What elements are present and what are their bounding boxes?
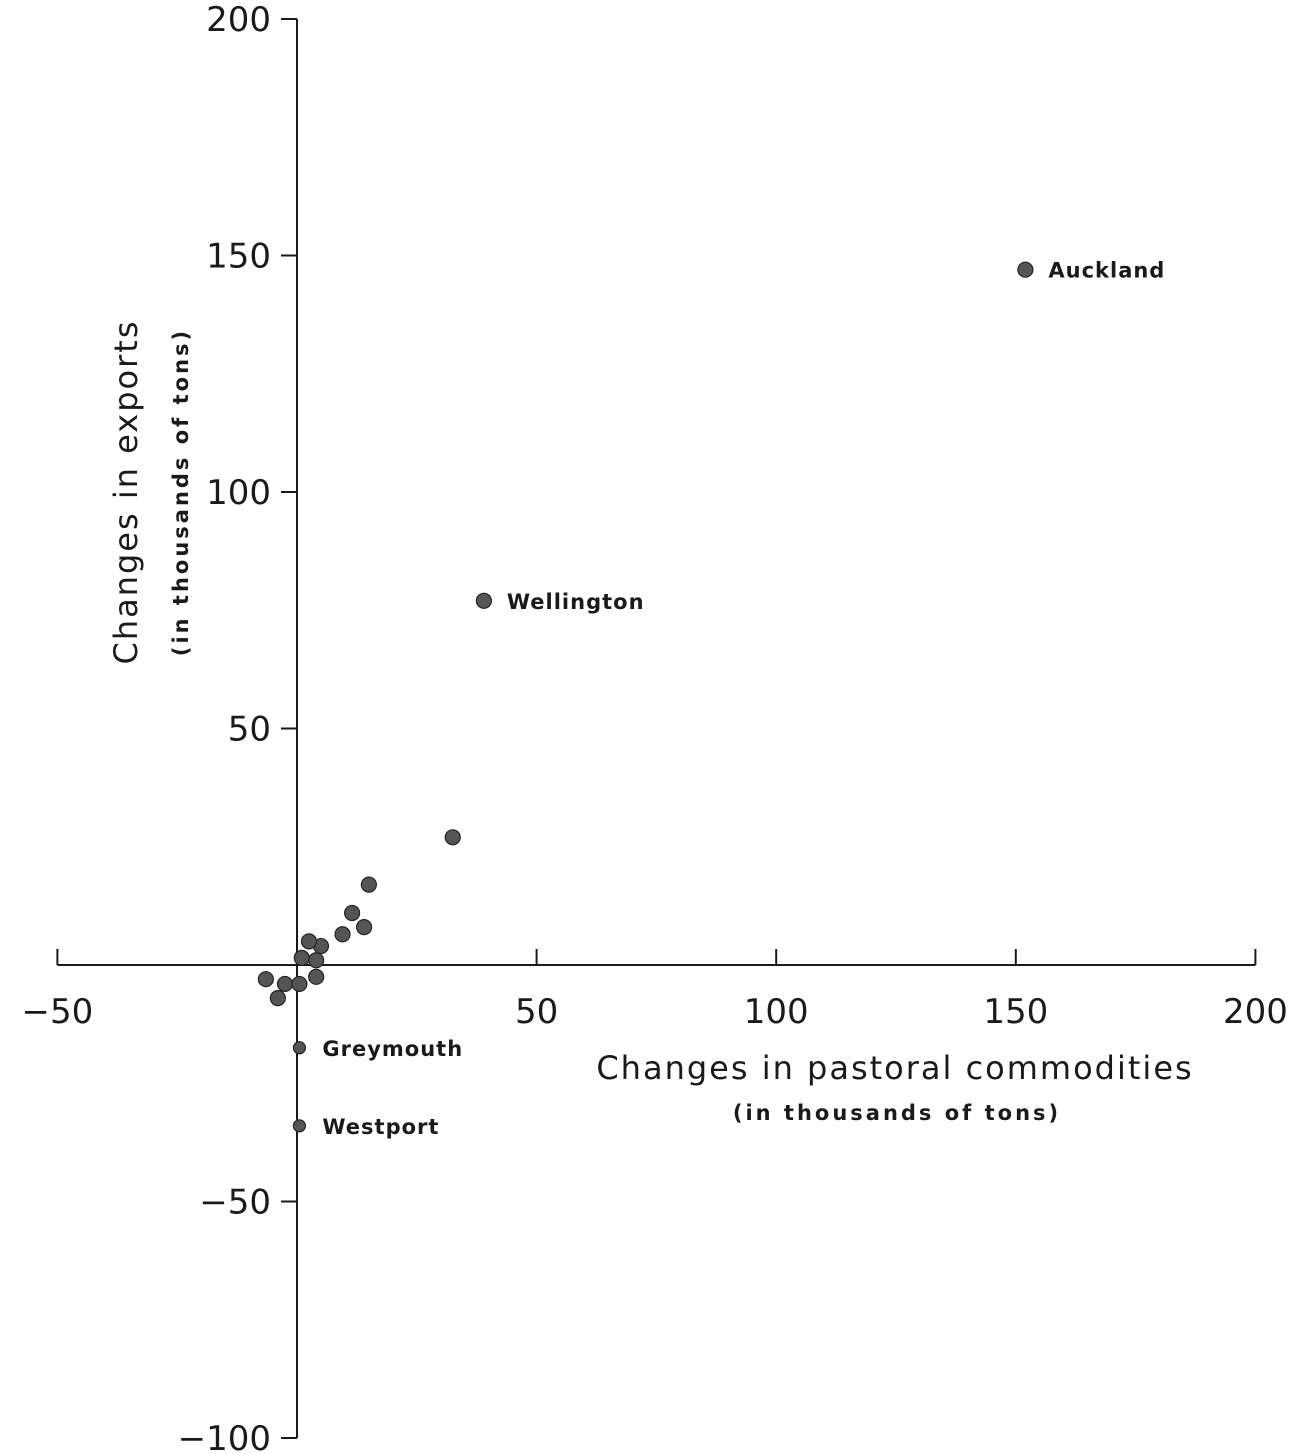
data-point: [269, 990, 286, 1007]
y-tick-label: 50: [228, 710, 271, 750]
data-point: [292, 1041, 306, 1055]
tick-labels: −50 50 100 150 200 −100 −50 50 100 150 200: [22, 0, 1288, 1454]
data-point: [1017, 261, 1034, 278]
data-point: [334, 926, 351, 943]
data-point: [293, 949, 310, 967]
x-tick-label: 150: [983, 992, 1048, 1032]
y-tick-label: 150: [206, 237, 271, 277]
data-point: [360, 876, 377, 893]
data-point: [300, 933, 318, 950]
y-tick-label: 100: [206, 473, 271, 513]
point-label: Auckland: [1048, 259, 1165, 283]
x-axis-title: Changes in pastoral commodities: [596, 1049, 1193, 1087]
point-label: Westport: [322, 1115, 439, 1139]
data-point: [276, 975, 294, 993]
data-point: [475, 592, 492, 609]
x-tick-label: 100: [744, 992, 809, 1032]
data-point: [355, 919, 373, 936]
y-axis-subtitle: (in thousands of tons): [169, 328, 193, 656]
y-tick-label: −100: [178, 1419, 271, 1454]
x-tick-label: 200: [1223, 992, 1288, 1032]
data-point: [257, 971, 274, 988]
y-tick-label: −50: [199, 1183, 271, 1223]
data-point: [291, 975, 308, 993]
point-label: Wellington: [507, 590, 645, 614]
data-point: [444, 829, 461, 846]
point-labels: Auckland Wellington Greymouth Westport: [322, 259, 1165, 1139]
data-points: [257, 261, 1034, 1133]
x-axis-subtitle: (in thousands of tons): [733, 1101, 1061, 1125]
x-tick-label: 50: [515, 992, 558, 1032]
point-label: Greymouth: [322, 1037, 463, 1061]
data-point: [344, 904, 361, 922]
y-tick-label: 200: [206, 0, 271, 40]
tick-marks: [56, 18, 1257, 1439]
data-point: [308, 968, 325, 985]
data-point: [292, 1119, 306, 1133]
data-point: [308, 952, 325, 969]
x-tick-label: −50: [22, 992, 94, 1032]
y-axis-title: Changes in exports: [107, 319, 145, 664]
